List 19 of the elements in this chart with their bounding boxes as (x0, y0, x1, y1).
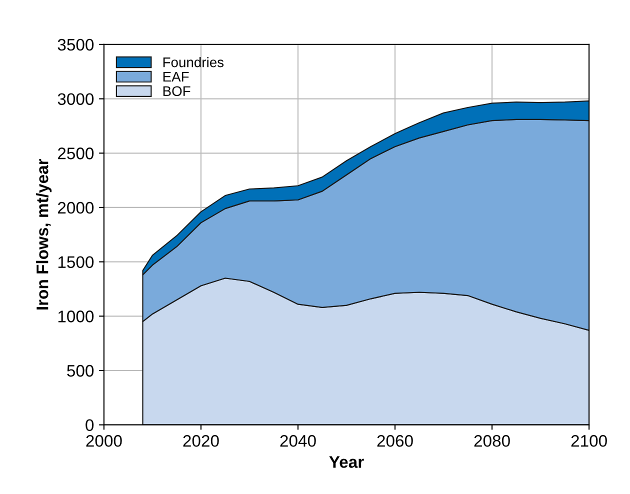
legend-label: EAF (163, 72, 189, 82)
y-tick-label: 2000 (58, 202, 94, 214)
y-tick-label: 3500 (58, 38, 94, 51)
legend-label: Foundries (163, 57, 224, 68)
y-axis-title: Iron Flows, mt/year (36, 158, 52, 310)
y-tick-label: 500 (67, 364, 94, 377)
x-tick-label: 2100 (571, 435, 607, 447)
y-tick-label: 3000 (58, 93, 94, 106)
x-axis-title: Year (329, 456, 364, 468)
y-tick-label: 1000 (58, 310, 94, 322)
y-tick-label: 1500 (58, 256, 94, 268)
x-tick-label: 2020 (183, 435, 219, 447)
x-tick-label: 2080 (474, 435, 510, 447)
y-tick-label: 0 (86, 419, 94, 432)
legend-label: BOF (163, 86, 190, 96)
x-tick-label: 2060 (377, 435, 413, 447)
x-tick-label: 2040 (280, 435, 316, 447)
y-tick-label: 2500 (58, 148, 94, 160)
x-tick-label: 2000 (86, 435, 122, 447)
